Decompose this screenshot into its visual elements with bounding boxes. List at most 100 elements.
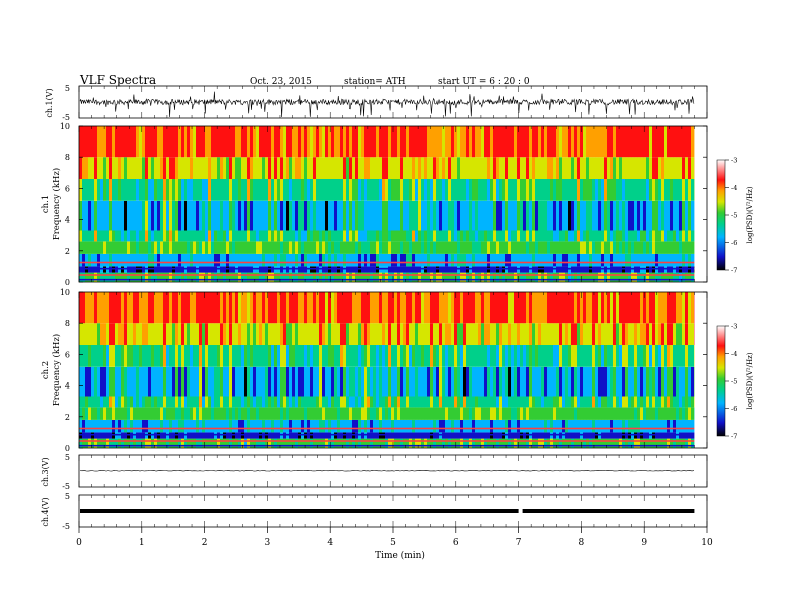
spec1-column bbox=[418, 126, 422, 282]
spec2-column bbox=[553, 292, 557, 448]
spec2-column bbox=[157, 292, 161, 448]
spec1-column bbox=[346, 126, 350, 282]
colorbar-tick-label: -4 bbox=[731, 184, 737, 192]
spec2-column bbox=[418, 292, 422, 448]
spec2-column bbox=[673, 292, 677, 448]
spec1-column bbox=[220, 126, 224, 282]
spec2-column bbox=[193, 292, 197, 448]
station-label: station= ATH bbox=[344, 77, 406, 87]
spec1-column bbox=[547, 126, 551, 282]
spec2-column bbox=[559, 292, 563, 448]
spec2-column bbox=[382, 292, 386, 448]
ch4-ylabel: ch.4(V) bbox=[41, 497, 50, 526]
spec1-column bbox=[460, 126, 464, 282]
ch3-ylabel: ch.3(V) bbox=[41, 457, 50, 486]
spec1-column bbox=[679, 126, 683, 282]
spec2-column bbox=[661, 292, 665, 448]
spec1-column bbox=[562, 126, 566, 282]
spec1-column bbox=[115, 126, 119, 282]
spec2-column bbox=[448, 292, 452, 448]
spec2-column bbox=[424, 292, 428, 448]
spec1-column bbox=[517, 126, 521, 282]
spec1-column bbox=[253, 126, 257, 282]
spec1-column bbox=[175, 126, 179, 282]
spec1-band-line bbox=[79, 261, 695, 264]
spec2-column bbox=[430, 292, 434, 448]
spec1-column bbox=[505, 126, 509, 282]
spec1-column bbox=[373, 126, 377, 282]
spec2-column bbox=[394, 292, 398, 448]
spec1-column bbox=[439, 126, 443, 282]
ch3-ytick-bottom: -5 bbox=[62, 482, 70, 491]
spec1-column bbox=[136, 126, 140, 282]
spec2-column bbox=[460, 292, 464, 448]
colorbar-tick-label: -4 bbox=[731, 350, 737, 358]
spec1-column bbox=[190, 126, 194, 282]
spec1-column bbox=[400, 126, 404, 282]
spec2-column bbox=[589, 292, 593, 448]
spec2-column bbox=[268, 292, 272, 448]
spec1-band-line bbox=[79, 274, 695, 276]
spec1-column bbox=[607, 126, 611, 282]
ch3-waveform-panel: 5 -5 ch.3(V) bbox=[41, 453, 708, 491]
spec2-column bbox=[652, 292, 656, 448]
spec1-column bbox=[688, 126, 692, 282]
ch1-waveform-panel: 5 -5 ch.1(V) bbox=[45, 84, 708, 122]
ch2-yticks: 0 2 4 6 8 10 bbox=[60, 288, 707, 453]
spec2-column bbox=[196, 292, 200, 448]
spec2-column bbox=[415, 292, 419, 448]
spec1-column bbox=[313, 126, 317, 282]
spec2-column bbox=[463, 292, 467, 448]
spec1-column bbox=[631, 126, 635, 282]
spec2-column bbox=[469, 292, 473, 448]
spec1-band-line bbox=[79, 278, 695, 281]
spec1-column bbox=[235, 126, 239, 282]
spec1-column bbox=[634, 126, 638, 282]
spec1-column bbox=[388, 126, 392, 282]
spec1-column bbox=[577, 126, 581, 282]
spec2-column bbox=[274, 292, 278, 448]
spec1-column bbox=[469, 126, 473, 282]
spec1-column bbox=[472, 126, 476, 282]
spec1-column bbox=[421, 126, 425, 282]
spec2-column bbox=[541, 292, 545, 448]
spec1-column bbox=[433, 126, 437, 282]
spec2-column bbox=[352, 292, 356, 448]
spec2-column bbox=[520, 292, 524, 448]
spec2-column bbox=[208, 292, 212, 448]
spec2-column bbox=[514, 292, 518, 448]
spec1-column bbox=[247, 126, 251, 282]
spec2-column bbox=[568, 292, 572, 448]
spec2-column bbox=[682, 292, 686, 448]
spec1-column bbox=[451, 126, 455, 282]
spec2-column bbox=[187, 292, 191, 448]
spec2-column bbox=[79, 292, 83, 448]
spec1-column bbox=[130, 126, 134, 282]
spec1-column bbox=[118, 126, 122, 282]
spec2-column bbox=[649, 292, 653, 448]
spec2-column bbox=[322, 292, 326, 448]
spec2-column bbox=[226, 292, 230, 448]
spec2-column bbox=[133, 292, 137, 448]
spec1-column bbox=[364, 126, 368, 282]
spec1-column bbox=[358, 126, 362, 282]
spec2-column bbox=[130, 292, 134, 448]
spec1-column bbox=[622, 126, 626, 282]
spec2-column bbox=[286, 292, 290, 448]
spec1-column bbox=[643, 126, 647, 282]
spec2-column bbox=[295, 292, 299, 448]
spec1-column bbox=[658, 126, 662, 282]
spec2-column bbox=[616, 292, 620, 448]
spec2-column bbox=[256, 292, 260, 448]
spec2-column bbox=[103, 292, 107, 448]
spec2-column bbox=[433, 292, 437, 448]
spec1-column bbox=[85, 126, 89, 282]
spec1-column bbox=[493, 126, 497, 282]
time-tick-label: 3 bbox=[265, 538, 271, 548]
spec2-column bbox=[304, 292, 308, 448]
spec1-column bbox=[673, 126, 677, 282]
spec1-column bbox=[151, 126, 155, 282]
spec1-column bbox=[691, 126, 695, 282]
spec1-column bbox=[94, 126, 98, 282]
